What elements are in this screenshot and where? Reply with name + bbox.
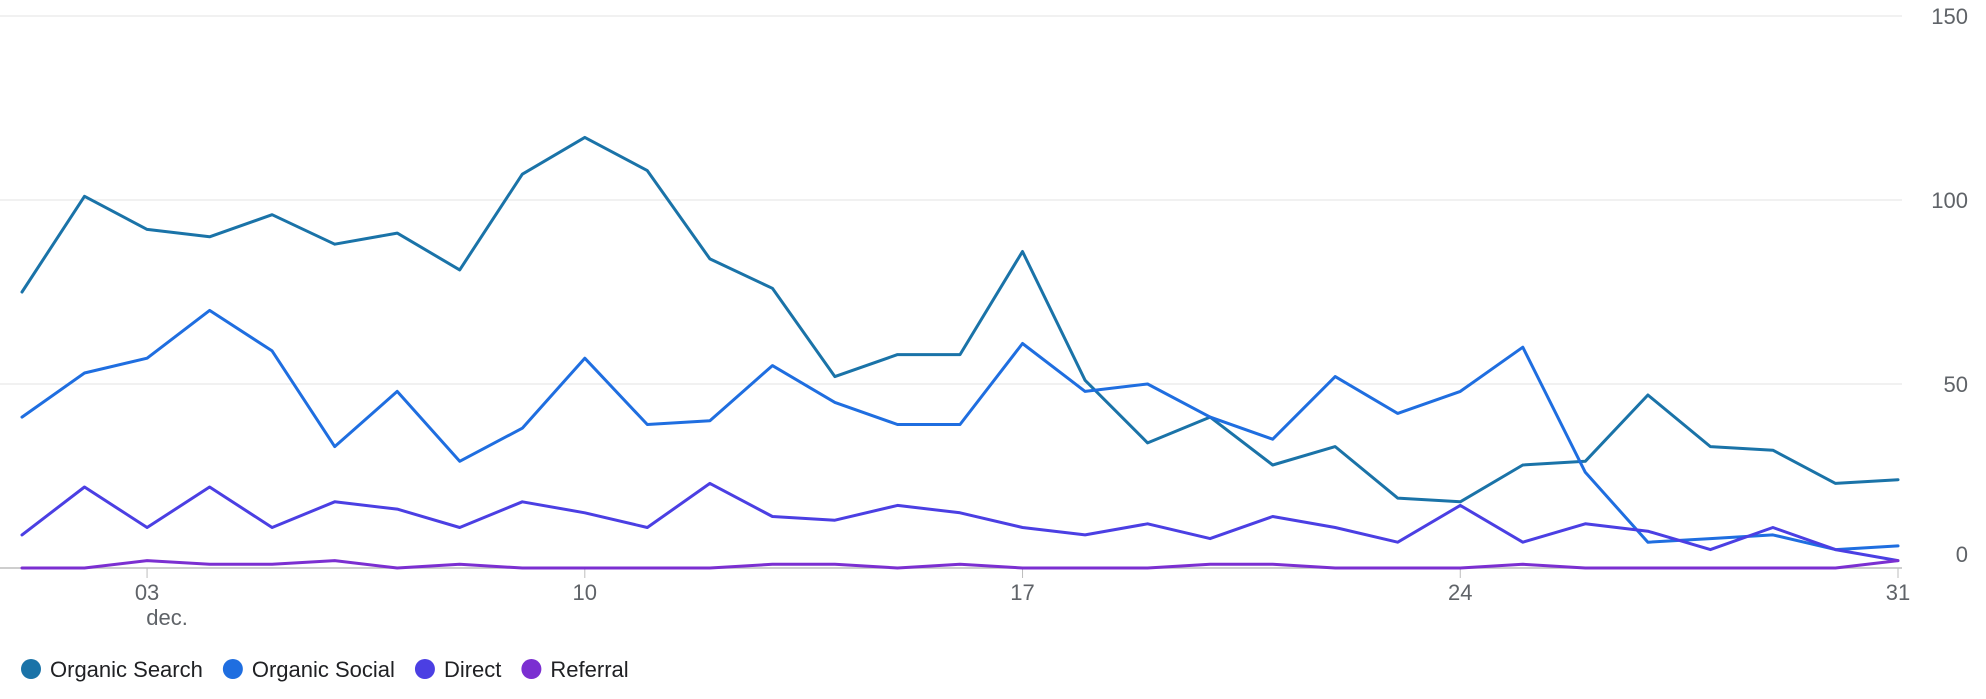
y-tick-label: 150 <box>1931 4 1968 29</box>
legend-label-organic-social: Organic Social <box>252 657 395 682</box>
x-tick-label: 17 <box>1010 580 1034 605</box>
y-axis-ticks: 0 50 100 150 <box>1931 4 1968 567</box>
x-tick-label: 24 <box>1448 580 1472 605</box>
x-tick-label: 31 <box>1886 580 1910 605</box>
series-lines <box>20 135 1900 570</box>
legend-swatch-organic-social <box>222 659 243 679</box>
legend: Organic Search Organic Social Direct Referr… <box>21 657 629 682</box>
legend-label-organic-search: Organic Search <box>50 657 203 682</box>
y-tick-label: 100 <box>1931 188 1968 213</box>
legend-label-referral: Referral <box>550 657 628 682</box>
y-tick-label: 0 <box>1956 542 1968 567</box>
x-tick-sublabel: dec. <box>146 605 188 630</box>
x-tick-label: 10 <box>573 580 597 605</box>
series-line-direct <box>20 481 1900 563</box>
legend-swatch-referral <box>521 659 542 679</box>
grid-lines <box>0 15 1902 569</box>
series-line-organic-social <box>20 308 1900 552</box>
series-line-organic-search <box>20 135 1900 504</box>
legend-swatch-organic-search <box>21 659 41 679</box>
legend-swatch-direct <box>414 659 435 679</box>
series-line-referral <box>20 559 1900 570</box>
legend-label-direct: Direct <box>444 657 501 682</box>
x-tick-label: 03 <box>135 580 159 605</box>
y-tick-label: 50 <box>1944 372 1968 397</box>
